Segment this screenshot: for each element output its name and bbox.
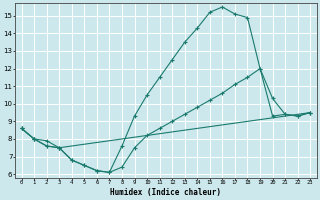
X-axis label: Humidex (Indice chaleur): Humidex (Indice chaleur) [110,188,221,197]
